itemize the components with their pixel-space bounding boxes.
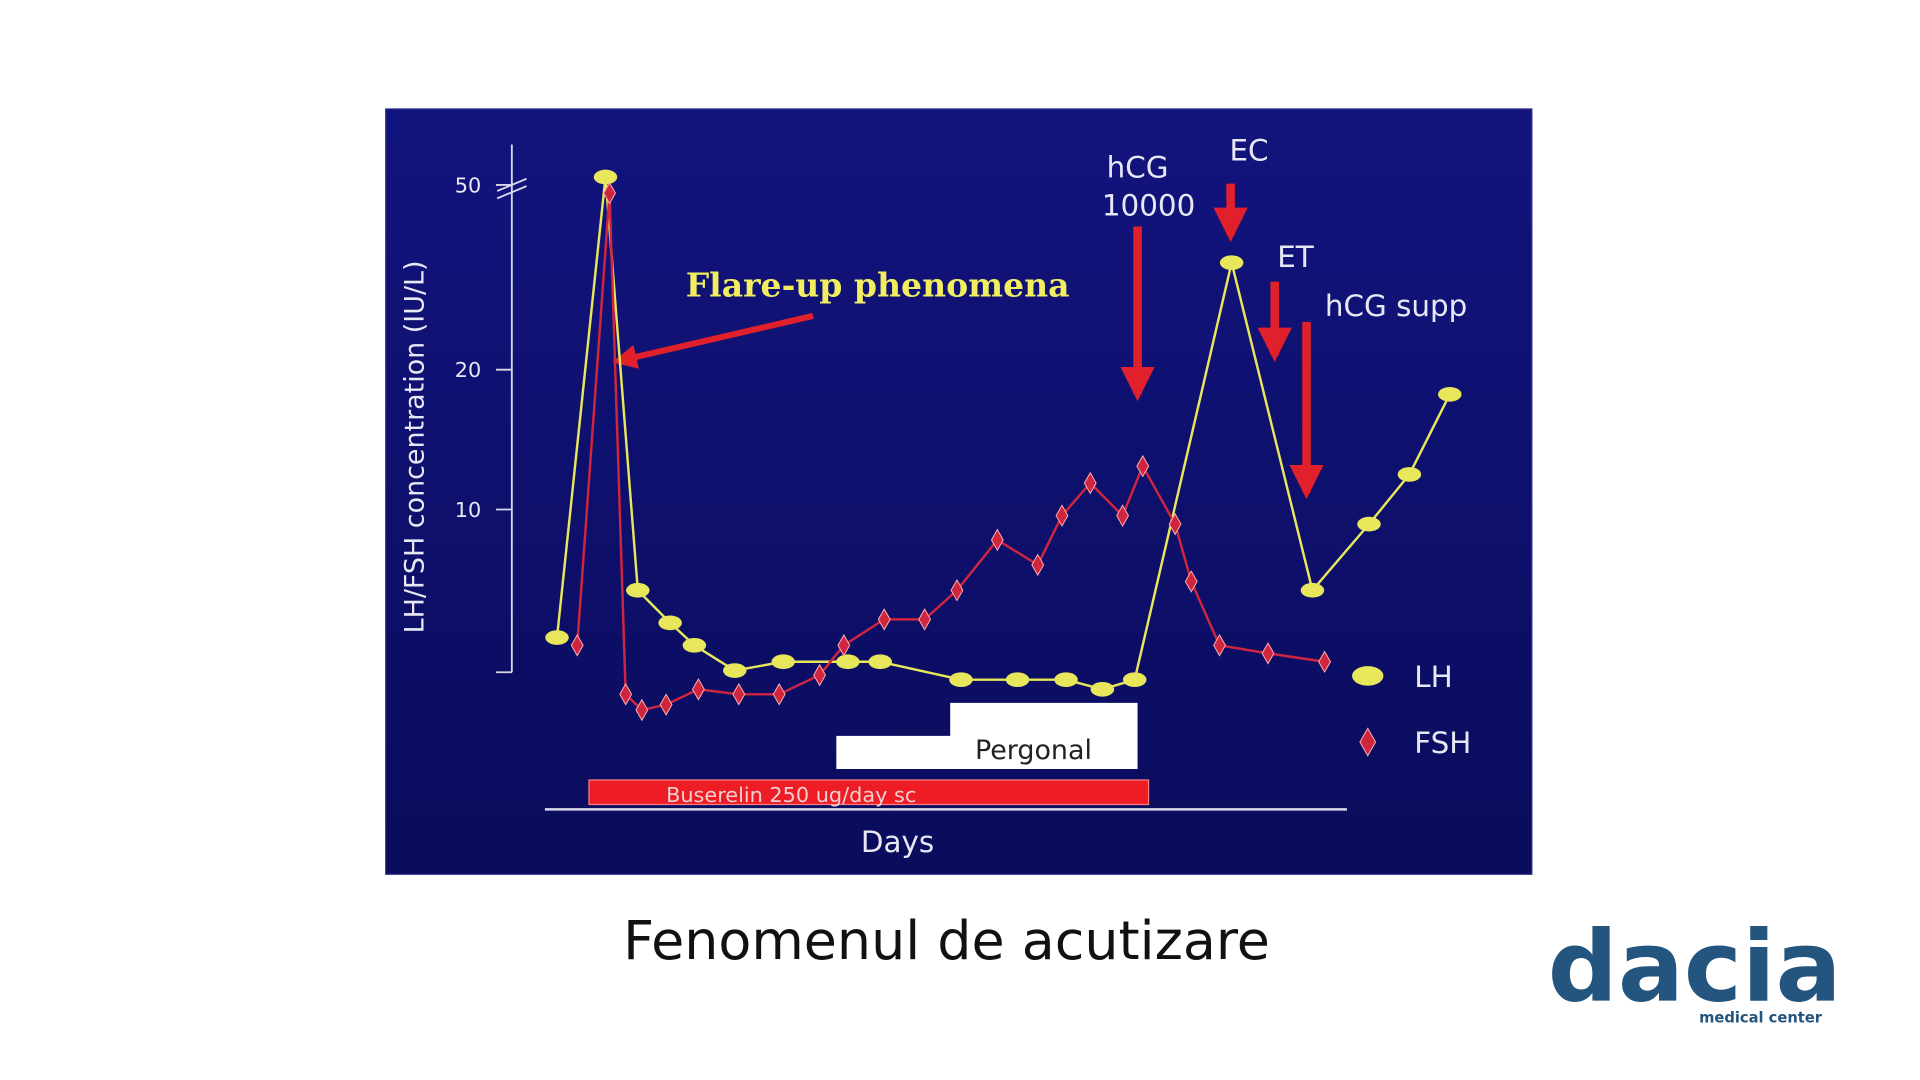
fsh-marker <box>1213 634 1226 657</box>
fsh-marker <box>635 698 649 722</box>
lh-marker <box>1438 387 1462 402</box>
fsh-marker <box>1261 642 1275 665</box>
fsh-marker <box>1184 570 1198 593</box>
chart: LH/FSH concentration (IU/L) Flare-up phe… <box>400 133 1472 859</box>
lh-marker <box>1122 672 1147 688</box>
treatment-bar <box>588 779 1150 806</box>
annotation: hCG supp <box>1325 289 1467 323</box>
lh-marker <box>1219 255 1244 271</box>
lh-marker <box>1090 681 1115 697</box>
lh-marker <box>949 672 973 688</box>
legend-marker <box>1359 727 1377 757</box>
legend-marker <box>1352 666 1384 686</box>
fsh-marker <box>1318 650 1332 674</box>
fsh-marker <box>813 663 827 687</box>
lh-marker <box>626 582 650 598</box>
fsh-marker <box>1031 553 1045 577</box>
fsh-marker <box>950 578 964 602</box>
annotation: EC <box>1229 133 1268 167</box>
lh-marker <box>545 630 569 645</box>
logo-name: dacia <box>1548 910 1842 1024</box>
x-axis-label: Days <box>861 825 934 859</box>
lh-marker <box>836 654 860 670</box>
fsh-marker <box>990 528 1004 552</box>
fsh-marker <box>619 683 633 706</box>
lh-marker <box>868 654 892 670</box>
lh-marker <box>1054 672 1078 688</box>
lh-marker <box>1300 582 1325 598</box>
logo: dacia medical center <box>1548 910 1842 1026</box>
fsh-marker <box>659 693 673 716</box>
lh-marker <box>771 654 795 670</box>
fsh-marker <box>918 608 932 631</box>
lh-marker <box>658 615 682 631</box>
annotation-arrow <box>612 312 814 369</box>
fsh-marker <box>691 678 705 701</box>
annotation: ET <box>1277 240 1315 274</box>
fsh-marker <box>732 683 746 706</box>
annotation: hCG <box>1107 151 1169 185</box>
fsh-marker <box>570 634 584 657</box>
fsh-marker <box>837 634 851 657</box>
lh-marker <box>593 169 618 185</box>
fsh-marker <box>603 181 616 205</box>
logo-subtitle: medical center <box>1699 1009 1823 1026</box>
fsh-marker <box>1116 504 1130 527</box>
y-tick-label: 20 <box>455 358 481 382</box>
lh-marker <box>1357 516 1381 532</box>
lh-marker <box>1005 672 1030 688</box>
lh-marker <box>682 637 707 653</box>
legend-label: FSH <box>1414 726 1471 760</box>
fsh-marker <box>1168 512 1182 536</box>
fsh-marker <box>772 683 786 706</box>
annotation: 10000 <box>1102 189 1195 223</box>
treatment-label: Buserelin 250 ug/day sc <box>666 783 916 807</box>
axis-break <box>496 185 527 200</box>
treatment-bar <box>836 702 1138 769</box>
fsh-marker <box>1055 504 1069 527</box>
fsh-marker <box>1136 454 1150 478</box>
y-tick-label: 10 <box>455 498 481 522</box>
lh-marker <box>723 663 747 678</box>
lh-marker <box>1397 467 1422 482</box>
y-axis-label: LH/FSH concentration (IU/L) <box>400 260 431 633</box>
legend-label: LH <box>1414 660 1452 694</box>
chart-title: Flare-up phenomena <box>686 265 1070 304</box>
fsh-marker <box>1083 471 1097 495</box>
caption: Fenomenul de acutizare <box>623 909 1270 972</box>
y-tick-label: 50 <box>455 173 481 197</box>
fsh-marker <box>877 608 891 631</box>
treatment-label: Pergonal <box>975 735 1092 766</box>
